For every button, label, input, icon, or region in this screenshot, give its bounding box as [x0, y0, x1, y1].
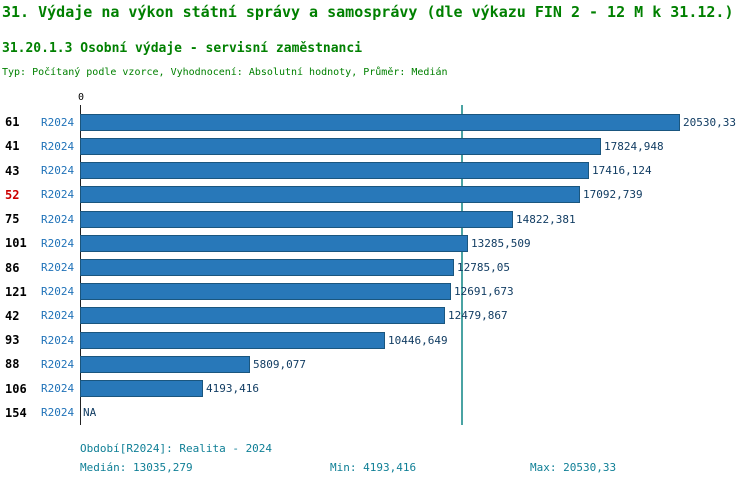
bar	[80, 210, 513, 228]
category-label: 52	[5, 187, 20, 202]
bar-row: 101 R2024 13285,509	[0, 231, 750, 255]
series-label: R2024	[41, 164, 75, 178]
category-label: 42	[5, 308, 20, 323]
footer-min: Min: 4193,416	[330, 461, 417, 474]
bar	[80, 283, 451, 301]
footer-max: Max: 20530,33	[530, 461, 617, 474]
category-label: 93	[5, 333, 20, 348]
bar-zone: 12479,867	[80, 304, 750, 328]
bar-zone: 20530,33	[80, 110, 750, 134]
bar-zone: 5809,077	[80, 352, 750, 376]
bar-value-label: 13285,509	[471, 236, 531, 250]
category-label: 106	[5, 381, 27, 396]
series-label: R2024	[41, 188, 75, 202]
bar-value-label: 12785,05	[457, 261, 510, 275]
bar-value-label: 10446,649	[388, 333, 448, 347]
category-label: 88	[5, 357, 20, 372]
bar	[80, 186, 580, 204]
category-label: 154	[5, 405, 27, 420]
bar-zone: 17416,124	[80, 158, 750, 182]
bar-value-label: 4193,416	[206, 382, 259, 396]
series-label: R2024	[41, 212, 75, 226]
bar-zone: 17092,739	[80, 183, 750, 207]
bar-row: 93 R2024 10446,649	[0, 328, 750, 352]
series-label: R2024	[41, 261, 75, 275]
bar-row: 52 R2024 17092,739	[0, 183, 750, 207]
bar	[80, 380, 203, 398]
bar-row: 61 R2024 20530,33	[0, 110, 750, 134]
bar-row: 121 R2024 12691,673	[0, 280, 750, 304]
category-label: 61	[5, 115, 20, 130]
series-label: R2024	[41, 406, 75, 420]
bar-row: 75 R2024 14822,381	[0, 207, 750, 231]
chart-title: 31. Výdaje na výkon státní správy a samo…	[2, 3, 734, 21]
bar	[80, 307, 445, 325]
bar-zone: 14822,381	[80, 207, 750, 231]
bar-value-label: 5809,077	[253, 357, 306, 371]
category-label: 101	[5, 236, 27, 251]
series-label: R2024	[41, 333, 75, 347]
bar	[80, 259, 454, 277]
bar-value-label: 17092,739	[583, 188, 643, 202]
bar	[80, 331, 385, 349]
bar	[80, 113, 680, 131]
category-label: 43	[5, 163, 20, 178]
footer-median: Medián: 13035,279	[80, 461, 193, 474]
category-label: 75	[5, 212, 20, 227]
bar	[80, 162, 589, 180]
bar-row: 106 R2024 4193,416	[0, 377, 750, 401]
category-label: 41	[5, 139, 20, 154]
bar-value-label: 14822,381	[516, 212, 576, 226]
bar-row: 43 R2024 17416,124	[0, 158, 750, 182]
median-line	[461, 105, 463, 425]
bar	[80, 137, 601, 155]
bar-row: 42 R2024 12479,867	[0, 304, 750, 328]
bar-row: 86 R2024 12785,05	[0, 255, 750, 279]
bar-zone: 12785,05	[80, 255, 750, 279]
series-label: R2024	[41, 115, 75, 129]
chart-meta-line: Typ: Počítaný podle vzorce, Vyhodnocení:…	[2, 67, 448, 78]
series-label: R2024	[41, 139, 75, 153]
bar-value-label: NA	[83, 406, 97, 420]
bar-zone: 12691,673	[80, 280, 750, 304]
category-label: 86	[5, 260, 20, 275]
bar	[80, 234, 468, 252]
bar-value-label: 17416,124	[592, 164, 652, 178]
bar-zone: 13285,509	[80, 231, 750, 255]
bar-value-label: 17824,948	[604, 139, 664, 153]
series-label: R2024	[41, 236, 75, 250]
series-label: R2024	[41, 357, 75, 371]
bar-zone: NA	[80, 401, 750, 425]
bar-zone: 17824,948	[80, 134, 750, 158]
bar-value-label: 20530,33	[683, 115, 736, 129]
bar-value-label: 12691,673	[454, 285, 514, 299]
bar-value-label: 12479,867	[448, 309, 508, 323]
bar-row: 41 R2024 17824,948	[0, 134, 750, 158]
axis-zero-label: 0	[77, 92, 85, 103]
category-label: 121	[5, 284, 27, 299]
bar-zone: 4193,416	[80, 377, 750, 401]
footer-period: Období[R2024]: Realita - 2024	[80, 442, 273, 455]
series-label: R2024	[41, 382, 75, 396]
bar	[80, 355, 250, 373]
bar-row: 154 R2024 NA	[0, 401, 750, 425]
series-label: R2024	[41, 309, 75, 323]
series-label: R2024	[41, 285, 75, 299]
bar-rows: 61 R2024 20530,33 41 R2024 17824,948 43 R2024 17…	[0, 110, 750, 425]
bar-zone: 10446,649	[80, 328, 750, 352]
bar-row: 88 R2024 5809,077	[0, 352, 750, 376]
chart-subtitle: 31.20.1.3 Osobní výdaje - servisní zaměs…	[2, 41, 363, 56]
bar-chart: 0 61 R2024 20530,33 41 R2024 17824,948 43 R2024…	[0, 92, 750, 432]
